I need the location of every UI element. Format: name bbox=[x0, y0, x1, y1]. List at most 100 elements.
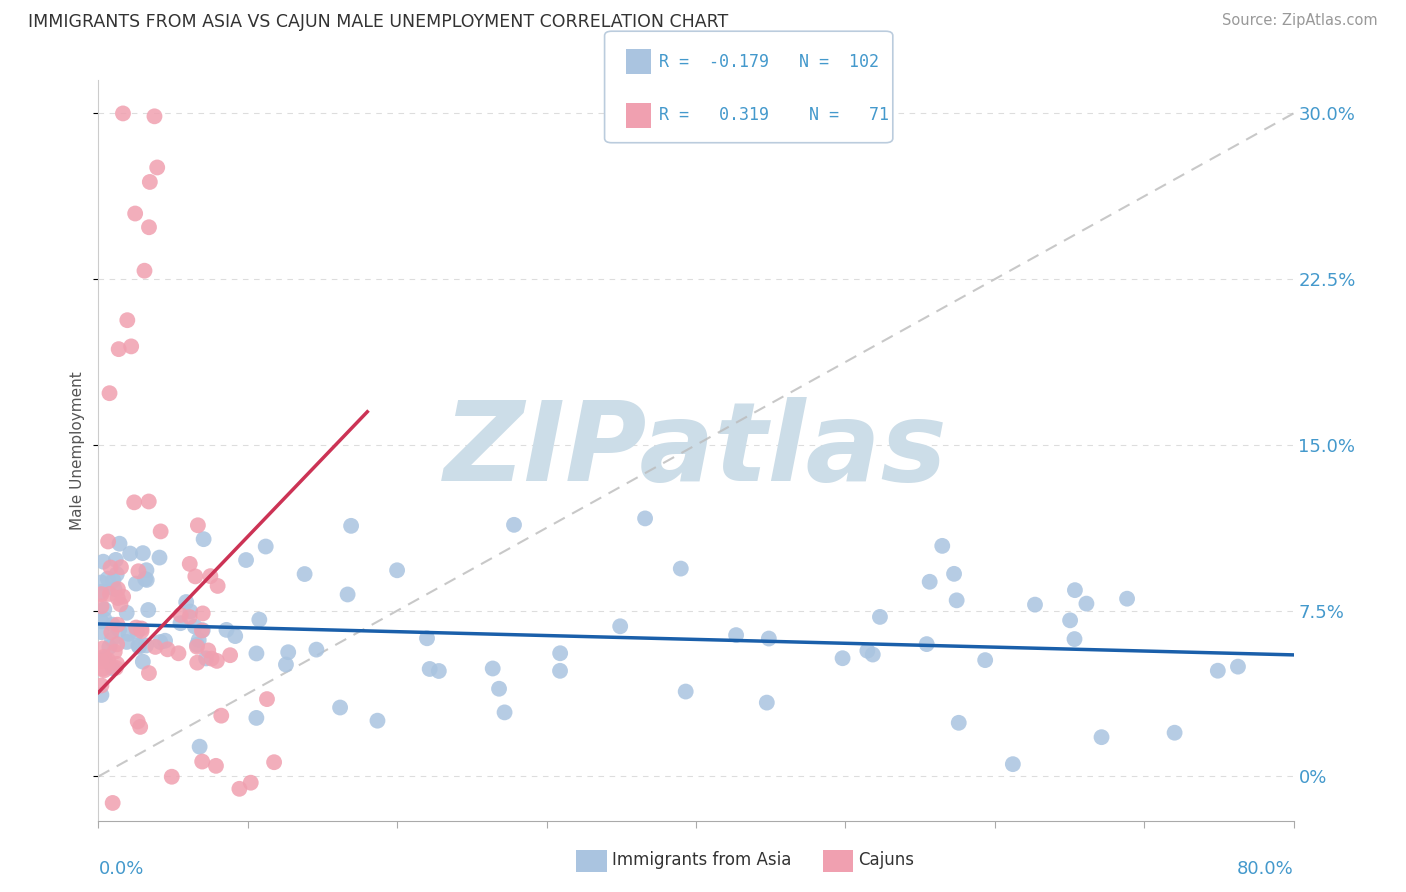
Point bbox=[105, 637, 128, 651]
Point bbox=[127, 639, 149, 653]
Point bbox=[245, 711, 267, 725]
Point bbox=[915, 637, 938, 651]
Y-axis label: Male Unemployment: Male Unemployment bbox=[70, 371, 86, 530]
Point bbox=[669, 561, 692, 575]
Point bbox=[1063, 632, 1085, 646]
Point bbox=[132, 655, 155, 669]
Point bbox=[239, 775, 262, 789]
Point bbox=[97, 572, 120, 586]
Point bbox=[100, 560, 122, 574]
Point bbox=[98, 640, 121, 654]
Point bbox=[111, 106, 134, 120]
Point bbox=[205, 759, 228, 773]
Point bbox=[179, 610, 201, 624]
Point bbox=[93, 649, 115, 664]
Point bbox=[127, 624, 149, 639]
Point bbox=[219, 648, 242, 663]
Point bbox=[90, 587, 112, 601]
Point bbox=[93, 663, 115, 677]
Point bbox=[143, 640, 166, 654]
Point bbox=[108, 537, 131, 551]
Point bbox=[945, 593, 967, 607]
Point bbox=[135, 573, 157, 587]
Point bbox=[107, 617, 129, 632]
Point bbox=[90, 575, 112, 590]
Point bbox=[481, 661, 503, 675]
Point bbox=[128, 640, 150, 654]
Point bbox=[124, 206, 146, 220]
Text: R =   0.319    N =   71: R = 0.319 N = 71 bbox=[659, 106, 890, 124]
Point bbox=[108, 623, 131, 637]
Point bbox=[494, 706, 516, 720]
Point bbox=[134, 263, 156, 277]
Point bbox=[200, 651, 222, 665]
Point bbox=[224, 629, 246, 643]
Point bbox=[1116, 591, 1139, 606]
Point bbox=[135, 563, 157, 577]
Point bbox=[235, 553, 257, 567]
Point bbox=[127, 714, 149, 729]
Point bbox=[1001, 757, 1024, 772]
Point bbox=[1090, 730, 1112, 744]
Point bbox=[215, 623, 238, 637]
Point bbox=[136, 603, 159, 617]
Point bbox=[103, 582, 125, 596]
Point bbox=[120, 547, 142, 561]
Point bbox=[503, 517, 526, 532]
Point bbox=[110, 598, 132, 612]
Point bbox=[112, 590, 135, 604]
Point bbox=[129, 720, 152, 734]
Point bbox=[120, 339, 142, 353]
Point bbox=[256, 692, 278, 706]
Point bbox=[143, 109, 166, 123]
Point bbox=[107, 591, 129, 605]
Point bbox=[90, 688, 112, 702]
Point bbox=[869, 610, 891, 624]
Point bbox=[197, 643, 219, 657]
Point bbox=[91, 641, 114, 656]
Text: Cajuns: Cajuns bbox=[858, 851, 914, 869]
Point bbox=[104, 553, 127, 567]
Point bbox=[167, 646, 190, 660]
Point bbox=[135, 639, 157, 653]
Point bbox=[169, 607, 191, 622]
Point bbox=[179, 557, 201, 571]
Point bbox=[609, 619, 631, 633]
Point bbox=[127, 564, 149, 578]
Point bbox=[427, 664, 450, 678]
Point bbox=[274, 657, 297, 672]
Point bbox=[184, 619, 207, 633]
Point bbox=[104, 645, 127, 659]
Text: 0.0%: 0.0% bbox=[98, 860, 143, 878]
Point bbox=[188, 739, 211, 754]
Point bbox=[329, 700, 352, 714]
Point bbox=[90, 599, 112, 614]
Point bbox=[263, 755, 285, 769]
Point bbox=[153, 633, 176, 648]
Point bbox=[98, 386, 121, 401]
Point bbox=[228, 781, 250, 796]
Point bbox=[138, 220, 160, 235]
Point bbox=[107, 582, 129, 596]
Point bbox=[186, 638, 208, 652]
Point bbox=[675, 684, 697, 698]
Point bbox=[862, 648, 884, 662]
Point bbox=[105, 567, 128, 582]
Point bbox=[115, 606, 138, 620]
Point bbox=[146, 161, 169, 175]
Point bbox=[93, 612, 115, 626]
Point bbox=[305, 642, 328, 657]
Point bbox=[918, 574, 941, 589]
Point bbox=[366, 714, 388, 728]
Point bbox=[184, 569, 207, 583]
Point bbox=[294, 567, 316, 582]
Point bbox=[755, 696, 778, 710]
Point bbox=[100, 625, 122, 640]
Point bbox=[91, 662, 114, 676]
Point bbox=[1226, 659, 1249, 673]
Point bbox=[90, 678, 112, 692]
Point bbox=[117, 627, 139, 641]
Point bbox=[195, 651, 218, 665]
Point bbox=[179, 604, 201, 618]
Point bbox=[974, 653, 997, 667]
